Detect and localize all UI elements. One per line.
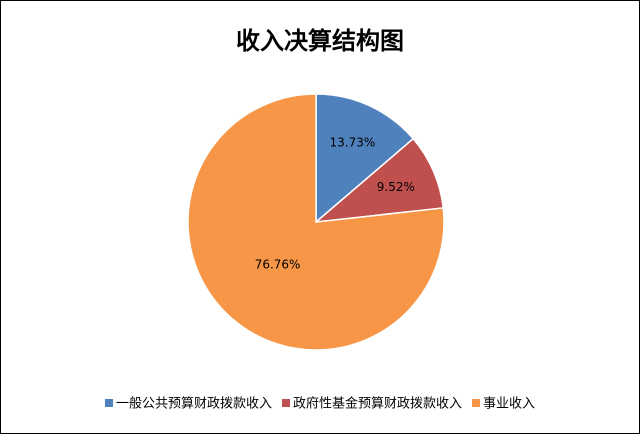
data-label: 9.52% bbox=[377, 180, 415, 194]
legend-swatch bbox=[472, 399, 481, 407]
data-label: 13.73% bbox=[330, 135, 376, 149]
chart-title: 收入决算结构图 bbox=[236, 27, 404, 55]
legend-label: 事业收入 bbox=[483, 397, 535, 412]
legend-swatch bbox=[281, 399, 290, 407]
pie-slice bbox=[313, 137, 445, 224]
pie-slice bbox=[187, 93, 445, 351]
data-label: 76.76% bbox=[255, 257, 301, 271]
legend: 一般公共预算财政拨款收入 政府性基金预算财政拨款收入 事业收入 bbox=[104, 396, 535, 412]
legend-swatch bbox=[104, 399, 113, 407]
legend-label: 政府性基金预算财政拨款收入 bbox=[293, 396, 462, 412]
legend-label: 一般公共预算财政拨款收入 bbox=[116, 396, 272, 412]
pie-slice bbox=[315, 93, 415, 224]
